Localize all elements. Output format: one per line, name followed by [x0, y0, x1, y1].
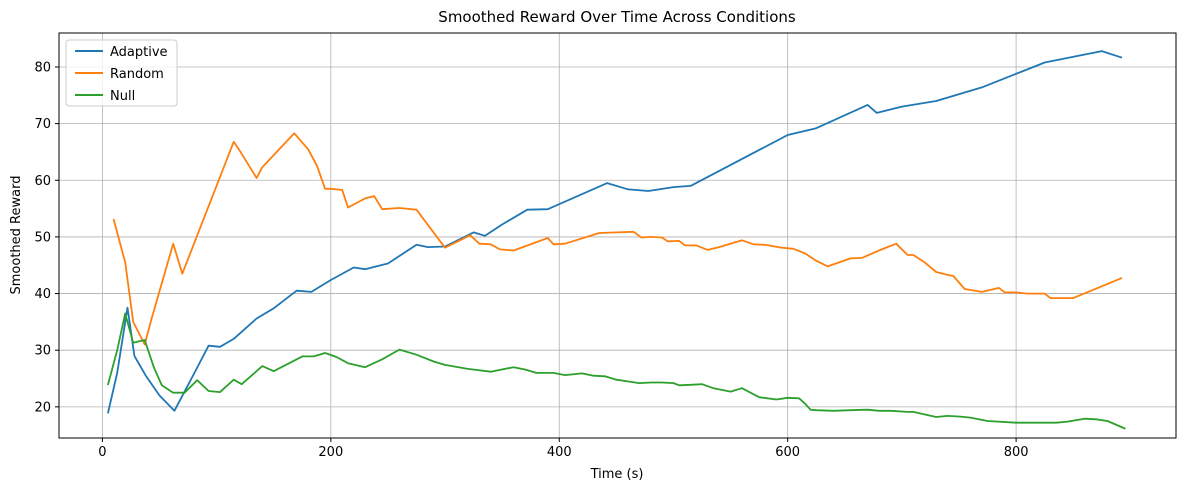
legend: Adaptive Random Null	[65, 39, 178, 107]
grid-lines	[59, 33, 1176, 438]
series-lines	[106, 50, 1126, 430]
y-axis-ticks: 20 30 40 50 60 70 80	[34, 60, 59, 415]
y-tick-label: 70	[34, 117, 51, 132]
y-tick-label: 80	[34, 60, 51, 75]
legend-label-null: Null	[110, 89, 135, 104]
series-line-adaptive	[107, 50, 1123, 414]
y-tick-label: 60	[34, 174, 51, 189]
legend-box	[65, 39, 178, 107]
x-tick-label: 400	[547, 445, 572, 460]
y-tick-label: 30	[34, 344, 51, 359]
chart-title: Smoothed Reward Over Time Across Conditi…	[438, 8, 796, 26]
y-axis-label: Smoothed Reward	[9, 176, 24, 295]
plot-frame	[58, 32, 1177, 439]
y-tick-label: 40	[34, 287, 51, 302]
x-tick-label: 600	[775, 445, 800, 460]
y-tick-label: 50	[34, 230, 51, 245]
x-tick-label: 800	[1004, 445, 1029, 460]
legend-label-adaptive: Adaptive	[110, 45, 168, 60]
series-line-random	[112, 132, 1123, 346]
series-line-null	[106, 312, 1126, 430]
x-axis-label: Time (s)	[590, 467, 644, 482]
y-tick-label: 20	[34, 400, 51, 415]
x-axis-ticks: 0 200 400 600 800	[98, 438, 1029, 460]
legend-label-random: Random	[110, 67, 164, 82]
x-tick-label: 200	[318, 445, 343, 460]
x-tick-label: 0	[98, 445, 106, 460]
